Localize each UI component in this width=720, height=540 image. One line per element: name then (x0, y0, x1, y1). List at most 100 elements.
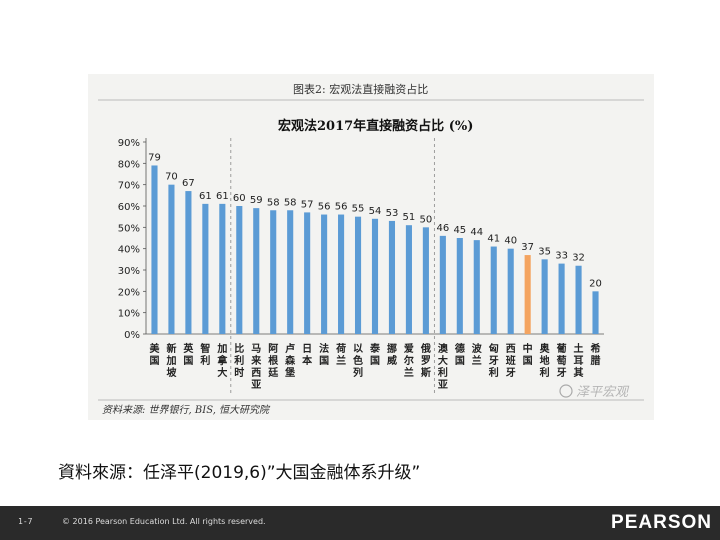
value-label: 56 (335, 202, 348, 213)
value-label: 56 (318, 202, 331, 213)
bar (236, 206, 243, 334)
bar (524, 255, 531, 334)
bar (304, 212, 311, 334)
x-tick-label: 俄罗斯 (420, 342, 431, 379)
x-tick-label: 英国 (182, 342, 194, 367)
y-tick-label: 90% (118, 138, 140, 149)
value-label: 60 (233, 193, 246, 204)
x-tick-label: 智利 (200, 342, 210, 367)
bar (270, 210, 277, 334)
chart-panel: 图表2: 宏观法直接融资占比 宏观法2017年直接融资占比 (%) 0% 10% 2… (88, 74, 654, 420)
value-label: 57 (301, 199, 314, 210)
x-tick-label: 法国 (319, 342, 329, 367)
watermark-text: 泽平宏观 (576, 384, 630, 400)
value-label: 33 (555, 251, 568, 262)
x-tick-label: 挪威 (387, 342, 397, 367)
bar (185, 191, 192, 334)
x-tick-label: 荷兰 (335, 342, 346, 367)
bar (253, 208, 260, 334)
y-tick-label: 20% (118, 287, 140, 298)
value-label: 58 (284, 197, 297, 208)
bar (439, 235, 446, 334)
x-tick-label: 加拿大 (216, 342, 228, 379)
bar (287, 210, 294, 334)
x-tick-label: 奥地利 (540, 342, 551, 379)
value-label: 67 (182, 178, 195, 189)
y-tick-label: 50% (118, 223, 140, 234)
value-label: 20 (589, 278, 602, 289)
bar (151, 165, 158, 334)
x-tick-label: 葡萄牙 (556, 342, 567, 379)
value-label: 61 (199, 191, 212, 202)
value-label: 58 (267, 197, 280, 208)
bar (541, 259, 548, 334)
value-label: 50 (420, 214, 433, 225)
x-tick-label: 西班牙 (506, 343, 516, 379)
x-tick-label: 以色列 (353, 343, 363, 379)
chart-title: 宏观法2017年直接融资占比 (%) (278, 118, 473, 134)
bar (168, 184, 175, 334)
bar (338, 214, 345, 334)
x-tick-label: 匈牙利 (489, 342, 499, 379)
bar (405, 225, 412, 334)
value-label: 44 (470, 227, 483, 238)
x-tick-label: 阿根廷 (267, 343, 279, 379)
bar (202, 203, 209, 334)
value-label: 45 (453, 225, 466, 236)
y-tick-label: 30% (118, 266, 140, 277)
value-label: 41 (487, 234, 500, 245)
source-citation: 資料來源：任泽平(2019,6)”大国金融体系升级” (58, 463, 421, 483)
x-tick-label: 爱尔兰 (403, 342, 414, 379)
bar (473, 240, 480, 334)
bar (490, 246, 497, 334)
value-label: 53 (386, 208, 399, 219)
value-label: 59 (250, 195, 263, 206)
y-tick-label: 10% (118, 309, 140, 320)
figure-header-label: 图表2: 宏观法直接融资占比 (293, 82, 428, 96)
x-tick-label: 中国 (523, 342, 533, 367)
y-tick-label: 0% (124, 330, 140, 341)
value-label: 40 (504, 236, 517, 247)
x-tick-label: 马来西亚 (250, 343, 262, 391)
x-tick-label: 波兰 (472, 342, 483, 367)
value-label: 32 (572, 253, 585, 264)
x-tick-label: 美国 (149, 342, 160, 367)
copyright-text: © 2016 Pearson Education Ltd. All rights… (62, 517, 266, 526)
value-label: 54 (369, 206, 382, 217)
y-tick-label: 80% (118, 159, 140, 170)
value-label: 70 (165, 172, 178, 183)
y-tick-label: 60% (118, 202, 140, 213)
y-tick-label: 70% (118, 181, 140, 192)
bar (354, 216, 362, 334)
value-label: 37 (521, 242, 534, 253)
bar-chart: 图表2: 宏观法直接融资占比 宏观法2017年直接融资占比 (%) 0% 10% 2… (88, 74, 654, 420)
value-label: 55 (352, 204, 365, 215)
bar (388, 220, 396, 334)
x-axis-labels: 美国新加坡英国智利加拿大比利时马来西亚阿根廷卢森堡日本法国荷兰以色列泰国挪威爱尔… (149, 342, 600, 391)
value-label: 61 (216, 191, 229, 202)
bar (422, 227, 429, 334)
bar (575, 265, 582, 334)
y-tick-label: 40% (118, 245, 140, 256)
value-label: 35 (538, 246, 551, 257)
watermark: 泽平宏观 (559, 384, 630, 400)
x-tick-label: 德国 (454, 342, 465, 367)
page-number: 1-7 (18, 517, 33, 526)
x-tick-label: 泰国 (369, 342, 381, 367)
x-tick-label: 新加坡 (165, 342, 177, 379)
figure-background (88, 74, 654, 420)
footer-bar: 1-7 © 2016 Pearson Education Ltd. All ri… (0, 506, 720, 540)
value-label: 51 (403, 212, 416, 223)
group-dividers (230, 138, 435, 396)
bar (371, 218, 379, 334)
bar (558, 263, 565, 334)
bars (151, 165, 599, 334)
bar (219, 203, 226, 334)
figure-source-note: 资料来源: 世界银行, BIS, 恒大研究院 (102, 404, 271, 416)
x-tick-label: 卢森堡 (284, 342, 296, 379)
bar (321, 214, 328, 334)
value-label: 46 (436, 223, 449, 234)
watermark-icon (559, 384, 573, 398)
